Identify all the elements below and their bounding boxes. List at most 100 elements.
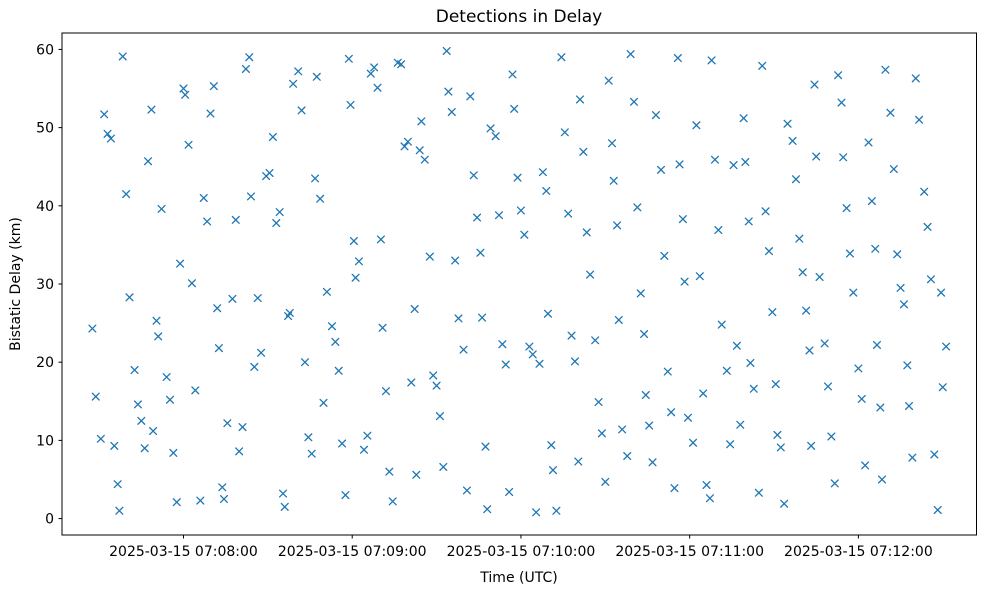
data-point [491,132,500,141]
data-point [683,413,693,422]
data-point [486,124,495,133]
data-point [289,79,298,88]
data-point [871,244,880,253]
data-point [407,378,416,387]
data-point [732,341,741,350]
data-point [849,288,858,297]
data-point [538,168,547,177]
x-tick-label: 2025-03-15 07:12:00 [784,544,933,560]
data-point [381,387,391,396]
data-point [861,461,870,470]
data-point [214,344,223,353]
data-point [688,438,698,447]
data-point [400,142,409,151]
data-point [268,132,277,142]
data-point [278,489,288,498]
data-point [640,329,649,339]
data-point [776,443,785,452]
data-point [322,287,331,296]
data-point [311,174,320,183]
data-point [96,434,105,443]
data-point [140,444,149,453]
data-point [257,348,266,357]
data-point [702,480,711,490]
data-point [439,462,448,472]
data-point [889,165,898,174]
data-point [736,420,745,429]
data-point [609,176,618,185]
data-point [451,256,460,265]
data-point [623,451,632,461]
data-point [845,249,855,258]
data-point [645,421,654,430]
data-point [388,497,397,506]
data-point [864,138,873,147]
data-point [187,279,196,288]
data-point [241,64,250,74]
data-point [710,155,720,164]
data-point [417,117,426,126]
data-point [265,168,274,178]
data-point [149,426,158,436]
data-point [354,257,364,266]
data-point [915,115,924,124]
data-point [663,367,672,376]
data-point [338,439,347,448]
data-point [618,425,627,434]
data-point [206,109,215,118]
data-point [444,87,453,96]
data-point [641,390,650,400]
data-point [165,395,175,404]
data-point [327,322,337,331]
data-point [144,157,153,166]
data-point [250,362,259,371]
data-point [926,275,935,284]
data-point [896,283,905,292]
data-point [235,447,244,456]
data-point [228,294,237,303]
data-point [176,259,185,268]
data-point [113,480,122,489]
data-point [673,53,682,63]
data-point [830,479,839,488]
data-point [768,308,777,317]
data-point [920,187,929,196]
data-point [483,505,492,514]
data-point [614,315,623,325]
data-point [823,382,833,391]
x-tick-label: 2025-03-15 07:08:00 [109,544,258,560]
data-point [300,358,310,367]
data-point [253,294,262,303]
data-point [481,442,490,451]
data-point [908,453,917,462]
data-point [773,430,782,439]
data-point [923,222,932,231]
data-point [749,384,758,393]
data-point [344,54,353,63]
data-point [937,288,946,297]
data-point [412,470,421,479]
data-point [304,433,313,442]
data-point [179,84,188,93]
data-point [231,215,240,224]
data-point [783,119,792,128]
data-point [133,400,142,409]
data-point [285,308,294,317]
data-point [103,129,112,138]
data-point [106,134,115,143]
data-point [872,340,882,350]
data-point [447,107,456,117]
data-point [867,197,876,206]
data-point [705,494,714,503]
data-point [478,313,487,322]
data-point [626,50,635,59]
data-point [429,371,438,380]
data-point [366,69,375,78]
data-point [591,336,600,345]
data-point [272,218,281,228]
data-point [564,209,573,218]
data-point [648,458,657,467]
data-point [184,140,193,149]
